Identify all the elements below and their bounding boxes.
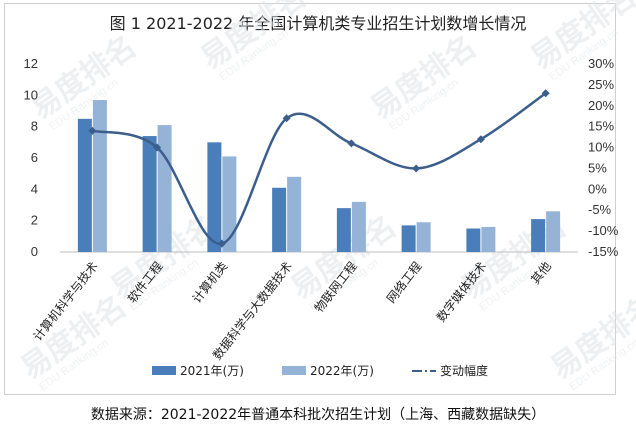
bar-2022 [546,211,561,252]
legend-label: 变动幅度 [440,363,488,378]
change-rate-marker [412,164,421,173]
right-tick-label: 30% [588,56,614,71]
left-tick-label: 6 [31,150,38,165]
legend-swatch [282,366,306,375]
change-rate-marker [347,139,356,148]
category-label: 网络工程 [383,259,424,306]
bar-2021 [336,208,351,252]
right-tick-label: 10% [588,140,614,155]
right-tick-label: 5% [588,160,607,175]
left-tick-label: 8 [31,119,38,134]
bar-2021 [77,118,92,252]
right-tick-label: 20% [588,98,614,113]
left-tick-label: 2 [31,213,38,228]
bar-2021 [272,187,287,252]
legend-swatch [152,366,176,375]
right-tick-label: 0% [588,181,607,196]
right-tick-label: 25% [588,77,614,92]
bar-2022 [287,176,302,252]
bar-2022 [92,100,107,253]
change-rate-line [92,92,547,245]
change-rate-marker [476,135,485,144]
bar-2022 [351,201,366,252]
source-note: 数据来源：2021-2022年普通本科批次招生计划（上海、西藏数据缺失） [90,407,546,423]
change-rate-marker [282,114,291,123]
left-tick-label: 10 [24,87,38,102]
right-tick-label: -5% [588,202,612,217]
legend-label: 2021年(万) [180,364,244,378]
right-tick-label: 15% [588,119,614,134]
watermark-brand: 易度排名 [525,0,636,77]
bar-2021 [207,142,222,252]
left-tick-label: 12 [24,56,38,71]
right-tick-label: -10% [588,223,619,238]
bar-2021 [142,136,157,252]
change-rate-marker [541,89,550,98]
legend-label: 2022年(万) [310,364,374,378]
bar-2021 [531,219,546,252]
right-tick-label: -15% [588,244,619,259]
chart-title: 图 1 2021-2022 年全国计算机类专业招生计划数增长情况 [109,14,527,33]
watermark-brand: 易度排名 [195,0,313,77]
change-rate-marker [217,239,226,248]
left-tick-label: 0 [31,244,38,259]
bar-2022 [416,222,431,252]
bar-2021 [466,228,481,252]
bar-2021 [401,225,416,252]
change-rate-marker [153,143,162,152]
bar-2022 [157,125,172,252]
change-rate-marker [88,126,97,135]
left-tick-label: 4 [31,181,38,196]
bar-2022 [481,226,496,252]
bar-2022 [222,156,237,252]
